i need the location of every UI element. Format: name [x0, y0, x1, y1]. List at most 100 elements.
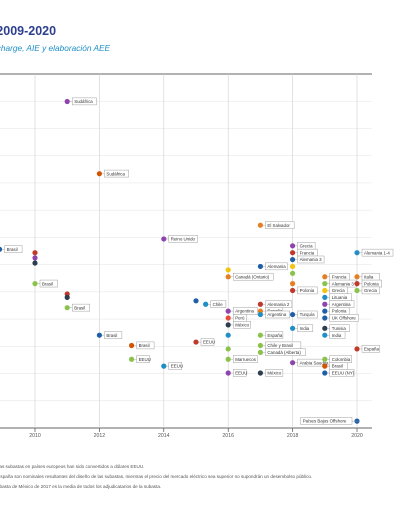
data-point — [257, 301, 263, 307]
x-tick-label: 2012 — [94, 433, 106, 439]
data-point — [257, 263, 263, 270]
data-point — [225, 267, 231, 273]
point-label: India — [300, 326, 310, 331]
data-point — [322, 301, 328, 307]
point-label-box — [361, 286, 380, 295]
point-label-box — [265, 262, 288, 271]
point-label-box — [329, 369, 355, 377]
point-label: Chile — [213, 302, 224, 307]
point-label-box — [136, 341, 155, 350]
data-point — [322, 363, 328, 369]
point-label: Grecia — [332, 288, 345, 293]
point-label: Francia — [332, 274, 347, 279]
point-label: Italia — [364, 274, 374, 279]
point-label: Sudáfrica — [74, 99, 93, 104]
point-label-box — [297, 255, 325, 264]
point-label: Alemania 1-4 — [364, 250, 390, 255]
data-point — [322, 294, 328, 300]
point-label: UK Offshore — [332, 316, 357, 321]
data-point — [64, 294, 70, 300]
footnote-2: ra España son nominales resultantes del … — [0, 474, 313, 479]
point-label-box — [300, 417, 353, 425]
point-label-box — [265, 221, 295, 229]
x-tick-label: 2016 — [222, 433, 234, 439]
data-point — [96, 332, 102, 338]
point-label-box — [265, 348, 306, 356]
point-label: Chile y Brasil — [267, 343, 293, 348]
data-point — [322, 370, 328, 376]
point-label: Brasil — [139, 343, 150, 348]
x-tick-label: 2020 — [351, 433, 363, 439]
point-label-box — [39, 279, 58, 288]
data-point — [225, 315, 231, 321]
data-point — [354, 274, 360, 280]
data-point — [225, 308, 231, 314]
point-label: Polonia — [332, 309, 347, 314]
footnote-3: ubasta de México de 2017 es la media de … — [0, 484, 162, 489]
point-label: Polonia — [300, 288, 315, 293]
point-label-box — [104, 169, 129, 178]
data-point — [290, 263, 296, 270]
footnotes: de las subastas en países europeos han s… — [0, 462, 400, 492]
point-label: Marruecos — [235, 357, 257, 362]
point-label-box — [71, 97, 97, 106]
point-label-box — [232, 369, 247, 377]
point-label: India — [332, 333, 342, 338]
data-point — [290, 287, 296, 294]
point-label-box — [329, 331, 346, 339]
data-point — [64, 98, 70, 105]
data-point — [290, 256, 296, 263]
data-point — [161, 236, 167, 242]
point-label-box — [297, 310, 318, 319]
point-label-box — [361, 248, 394, 257]
data-point — [354, 281, 360, 287]
data-point — [354, 287, 360, 294]
point-label: México — [267, 371, 281, 376]
data-point — [322, 281, 328, 287]
point-label: Reino Unido — [171, 237, 196, 242]
point-label: Alemania 2 — [267, 302, 290, 307]
data-point — [225, 322, 231, 328]
data-point — [290, 243, 296, 249]
data-point — [32, 250, 38, 256]
point-label-box — [297, 324, 314, 332]
point-label: Brasil — [7, 247, 18, 252]
point-label: Brasil — [42, 281, 53, 286]
point-label: Sudáfrica — [106, 171, 125, 176]
data-point — [129, 356, 135, 362]
point-label-box — [265, 310, 290, 319]
point-label-box — [4, 245, 23, 253]
point-label-box — [232, 355, 258, 363]
point-label-box — [168, 362, 183, 370]
data-point — [257, 370, 263, 376]
point-label: El Salvador — [267, 223, 290, 228]
chart-title: s eólicas 2009-2020 — [0, 24, 57, 38]
data-point — [225, 370, 231, 376]
data-point — [322, 325, 328, 331]
data-point — [290, 360, 296, 366]
point-label: Perú — [235, 316, 245, 321]
data-point — [203, 301, 209, 307]
data-point — [257, 342, 263, 349]
data-point — [322, 308, 328, 314]
chart-subtitle: NA, Recharge, AIE y elaboración AEE — [0, 43, 111, 53]
point-label: Alemania 3 — [332, 281, 355, 286]
data-point — [225, 332, 231, 338]
footnote-1: de las subastas en países europeos han s… — [0, 464, 145, 469]
x-tick-label: 2018 — [287, 433, 299, 439]
point-label-box — [297, 286, 318, 295]
point-label-box — [168, 235, 198, 243]
data-point — [193, 298, 199, 304]
point-label: Turquía — [300, 312, 316, 317]
data-point — [0, 246, 3, 252]
point-label: EEUU — [171, 364, 183, 369]
data-point — [32, 281, 38, 287]
point-label: Argentina — [332, 302, 351, 307]
point-label: Lituania — [332, 295, 348, 300]
point-label: EEUU — [203, 340, 215, 345]
data-point — [322, 274, 328, 280]
point-label: Argentina — [267, 312, 286, 317]
data-point — [225, 346, 231, 352]
point-label-box — [210, 300, 227, 308]
